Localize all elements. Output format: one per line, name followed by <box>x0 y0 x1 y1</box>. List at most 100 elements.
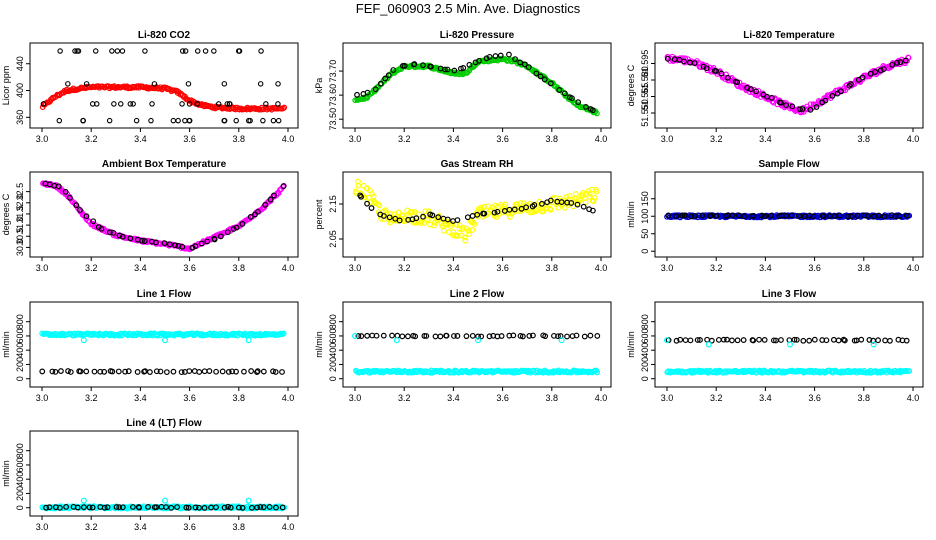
x-tick-label: 3.0 <box>349 263 362 273</box>
data-point <box>791 336 798 343</box>
data-point <box>580 203 587 210</box>
data-point <box>471 221 478 227</box>
data-point <box>258 48 264 54</box>
x-tick-label: 4.0 <box>282 263 295 273</box>
plot-panel: Sample Flow ml/min 3.0 3.2 3.4 3.6 3.8 4.0 0 50 10… <box>626 159 924 273</box>
data-point <box>364 332 371 339</box>
data-point <box>703 65 710 72</box>
data-point <box>377 80 384 87</box>
data-point <box>429 212 436 219</box>
data-point <box>111 101 117 107</box>
data-point <box>185 504 192 511</box>
data-point <box>704 336 711 343</box>
data-point <box>372 86 379 93</box>
data-point <box>116 504 123 511</box>
data-point <box>92 48 99 54</box>
data-point <box>432 333 439 340</box>
data-point <box>263 101 269 107</box>
data-point <box>823 337 830 344</box>
data-point <box>750 212 757 219</box>
data-point <box>161 240 168 247</box>
data-point <box>806 337 813 344</box>
data-point <box>186 117 193 124</box>
data-point <box>848 81 854 88</box>
data-point <box>734 79 741 86</box>
data-point <box>260 504 267 511</box>
data-point <box>590 198 597 205</box>
data-point <box>355 182 362 189</box>
data-point <box>194 48 201 54</box>
data-point <box>877 67 884 74</box>
data-point <box>750 337 757 344</box>
data-point <box>56 331 63 338</box>
data-point <box>224 101 231 107</box>
data-point <box>590 207 596 214</box>
data-point <box>443 332 450 339</box>
data-point <box>881 213 888 220</box>
x-tick-label: 3.6 <box>183 263 196 273</box>
data-point <box>813 104 820 110</box>
y-tick-label: 51.580 <box>640 66 650 94</box>
data-point <box>580 190 586 196</box>
y-axis-label: ml/min <box>626 331 636 358</box>
x-tick-label: 3.8 <box>546 134 559 144</box>
data-point <box>153 368 160 375</box>
data-point <box>62 188 69 195</box>
data-point <box>783 102 790 108</box>
data-point <box>233 117 239 124</box>
data-point <box>875 212 882 219</box>
data-series <box>353 178 600 244</box>
data-point <box>882 337 889 344</box>
data-point <box>463 333 470 340</box>
plot-panel: Ambient Box Temperature degrees C 3.0 3.2 3.… <box>1 159 299 273</box>
data-point <box>577 197 583 204</box>
data-point <box>431 222 437 229</box>
x-tick-label: 4.0 <box>907 134 920 144</box>
data-point <box>106 117 113 124</box>
data-series <box>353 367 600 376</box>
data-point <box>568 200 575 206</box>
data-point <box>887 337 893 344</box>
data-point <box>708 337 715 344</box>
data-point <box>517 59 524 66</box>
data-point <box>81 504 87 511</box>
data-point <box>399 333 406 340</box>
data-point <box>257 81 264 87</box>
x-tick-label: 3.0 <box>661 134 674 144</box>
y-axis-label: degrees C <box>626 64 636 106</box>
data-point <box>382 207 389 214</box>
y-tick-label: 73.70 <box>328 60 338 83</box>
data-point <box>688 213 695 220</box>
x-tick-label: 3.4 <box>759 263 772 273</box>
data-point <box>569 95 575 102</box>
data-point <box>413 215 420 222</box>
data-point <box>77 368 84 375</box>
data-point <box>217 233 224 240</box>
data-series <box>39 368 285 376</box>
data-point <box>445 219 451 226</box>
data-point <box>230 226 237 232</box>
data-point <box>390 67 397 73</box>
data-point <box>130 504 136 510</box>
x-tick-label: 3.0 <box>36 263 49 273</box>
data-point <box>276 187 283 194</box>
data-point <box>211 236 218 243</box>
x-tick-label: 3.6 <box>808 393 821 403</box>
data-point <box>729 212 736 219</box>
data-point <box>593 110 600 117</box>
data-point <box>147 369 153 375</box>
data-point <box>56 117 63 124</box>
data-point <box>835 337 842 344</box>
data-point <box>589 107 596 114</box>
data-point <box>142 48 148 54</box>
data-point <box>491 209 498 216</box>
data-point <box>461 234 468 241</box>
data-point <box>202 48 209 54</box>
data-point <box>162 497 169 504</box>
data-point <box>75 48 82 54</box>
y-tick-label: 31.0 <box>15 216 25 234</box>
data-point <box>673 337 680 344</box>
data-point <box>558 337 565 344</box>
y-tick-label: 100 <box>640 209 650 224</box>
data-point <box>770 337 777 344</box>
